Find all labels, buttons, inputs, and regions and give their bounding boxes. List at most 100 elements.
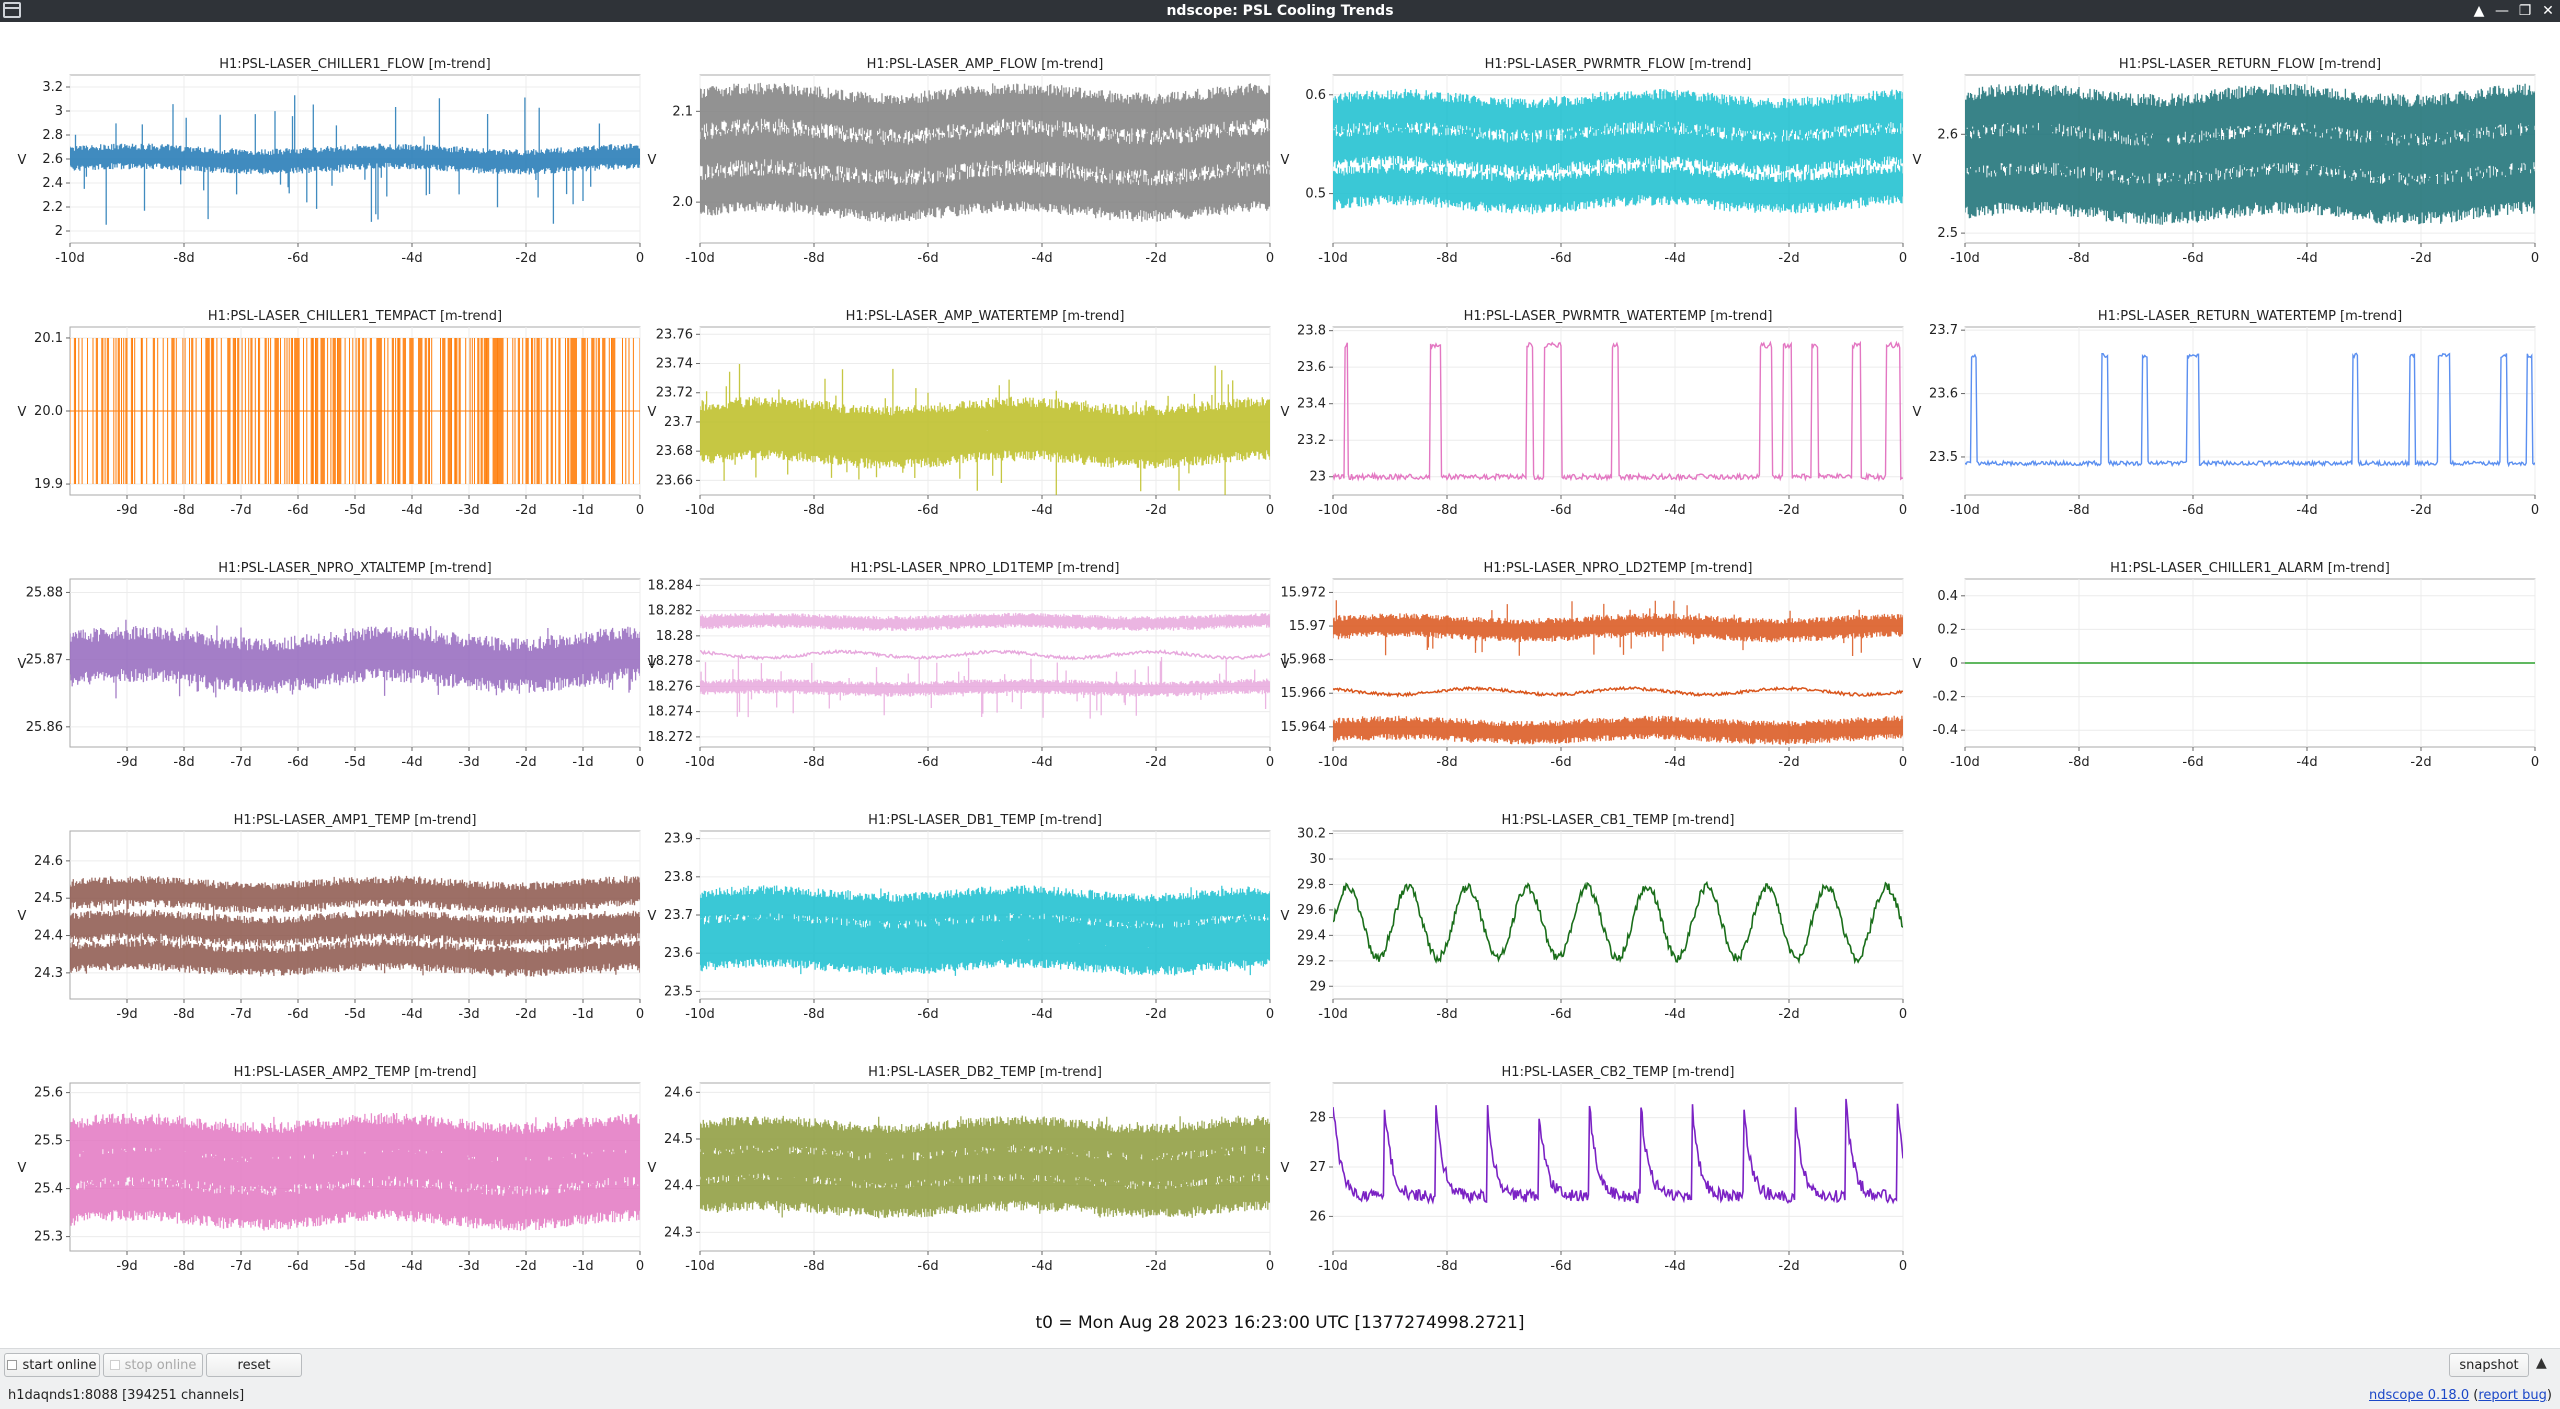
- y-tick-label: 25.3: [34, 1230, 63, 1245]
- x-tick-label: -8d: [803, 1259, 824, 1274]
- y-tick-label: 15.972: [1281, 585, 1327, 600]
- x-tick-label: -6d: [917, 1259, 938, 1274]
- y-tick-label: 23.5: [664, 984, 693, 999]
- status-bar: h1daqnds1:8088 [394251 channels] ndscope…: [0, 1380, 2560, 1409]
- plot-panel: H1:PSL-LASER_AMP_FLOW [m-trend] 2.1 2.0 -10…: [648, 57, 1275, 266]
- y-tick-label: 23.7: [664, 908, 693, 923]
- series-group: [1333, 340, 1903, 482]
- plot-panel: H1:PSL-LASER_CB2_TEMP [m-trend] 28 27 26 -10…: [1281, 1065, 1908, 1274]
- series-group: [1965, 352, 2535, 468]
- plot-title: H1:PSL-LASER_CHILLER1_ALARM [m-trend]: [2110, 561, 2390, 576]
- start-online-button[interactable]: start online: [4, 1353, 100, 1377]
- window-titlebar: ndscope: PSL Cooling Trends ▲ — ❐ ✕: [0, 0, 2560, 22]
- x-tick-label: -6d: [287, 251, 308, 266]
- x-tick-label: -2d: [1145, 1259, 1166, 1274]
- x-tick-label: -10d: [1318, 1259, 1348, 1274]
- app-window-icon: [3, 2, 21, 18]
- x-tick-label: -10d: [1318, 251, 1348, 266]
- x-tick-label: -2d: [515, 503, 536, 518]
- stop-online-button[interactable]: stop online: [103, 1353, 203, 1377]
- y-tick-label: 19.9: [34, 477, 63, 492]
- x-tick-label: -10d: [1318, 1007, 1348, 1022]
- y-tick-label: 23.74: [656, 357, 693, 372]
- y-tick-label: 15.964: [1281, 720, 1327, 735]
- reset-button[interactable]: reset: [206, 1353, 302, 1377]
- start-online-checkbox-icon: [7, 1360, 18, 1370]
- x-tick-label: -1d: [572, 1007, 593, 1022]
- version-link[interactable]: ndscope 0.18.0: [2369, 1388, 2470, 1403]
- report-bug-link[interactable]: report bug: [2478, 1388, 2547, 1403]
- y-axis-label: V: [1281, 405, 1290, 420]
- x-tick-label: -4d: [1031, 503, 1052, 518]
- y-axis-label: V: [1913, 405, 1922, 420]
- plot-panel: H1:PSL-LASER_RETURN_WATERTEMP [m-trend] 2…: [1913, 309, 2540, 518]
- x-tick-label: 0: [1899, 503, 1907, 518]
- plot-panel: H1:PSL-LASER_CHILLER1_FLOW [m-trend] 3.2 3…: [18, 57, 645, 266]
- x-tick-label: -8d: [1436, 251, 1457, 266]
- y-tick-label: 29: [1309, 979, 1326, 994]
- x-tick-label: -8d: [2068, 251, 2089, 266]
- y-tick-label: 18.276: [648, 679, 694, 694]
- expand-up-icon[interactable]: ▲: [2536, 1355, 2547, 1371]
- y-tick-label: 23.8: [1297, 324, 1326, 339]
- y-tick-label: 18.272: [648, 730, 694, 745]
- y-tick-label: 2.8: [42, 128, 63, 143]
- x-tick-label: -6d: [1550, 755, 1571, 770]
- x-tick-label: -2d: [1145, 251, 1166, 266]
- x-tick-label: -6d: [287, 1007, 308, 1022]
- series-line: [1333, 715, 1903, 745]
- stop-online-checkbox-icon: [109, 1360, 120, 1370]
- plot-frame: [1332, 830, 1904, 1000]
- x-tick-label: -8d: [803, 1007, 824, 1022]
- plot-title: H1:PSL-LASER_PWRMTR_WATERTEMP [m-trend]: [1464, 309, 1773, 324]
- x-tick-label: -10d: [685, 755, 715, 770]
- plot-title: H1:PSL-LASER_CHILLER1_TEMPACT [m-trend]: [208, 309, 502, 324]
- x-tick-label: -10d: [685, 1007, 715, 1022]
- maximize-icon[interactable]: ❐: [2518, 3, 2532, 19]
- start-online-label: start online: [22, 1357, 97, 1373]
- y-tick-label: 18.282: [648, 604, 694, 619]
- close-icon[interactable]: ✕: [2542, 3, 2554, 19]
- y-tick-label: 23.5: [1929, 450, 1958, 465]
- y-tick-label: 15.968: [1281, 653, 1327, 668]
- y-tick-label: 24.5: [664, 1132, 693, 1147]
- x-tick-label: -8d: [2068, 755, 2089, 770]
- x-tick-label: 0: [1266, 1007, 1274, 1022]
- plot-title: H1:PSL-LASER_RETURN_FLOW [m-trend]: [2119, 57, 2381, 72]
- x-tick-label: -10d: [1318, 755, 1348, 770]
- keep-above-icon[interactable]: ▲: [2473, 3, 2485, 19]
- series-line: [1333, 880, 1903, 965]
- plot-title: H1:PSL-LASER_AMP_FLOW [m-trend]: [867, 57, 1104, 72]
- x-tick-label: -8d: [1436, 503, 1457, 518]
- series-group: [70, 338, 640, 484]
- y-tick-label: 2.6: [1937, 127, 1958, 142]
- x-tick-label: 0: [636, 755, 644, 770]
- plot-title: H1:PSL-LASER_AMP_WATERTEMP [m-trend]: [846, 309, 1125, 324]
- series-group: [700, 364, 1270, 495]
- series-group: [700, 885, 1270, 976]
- x-tick-label: -9d: [116, 1007, 137, 1022]
- y-axis-label: V: [1281, 1161, 1290, 1176]
- snapshot-button[interactable]: snapshot: [2449, 1353, 2529, 1377]
- x-tick-label: -6d: [1550, 1259, 1571, 1274]
- y-axis-label: V: [648, 909, 657, 924]
- y-tick-label: -0.2: [1933, 690, 1958, 705]
- plot-frame: [699, 578, 1271, 748]
- x-tick-label: -6d: [917, 1007, 938, 1022]
- series-group: [1333, 600, 1903, 745]
- x-tick-label: -8d: [803, 755, 824, 770]
- series-line: [1965, 352, 2535, 468]
- series-line: [700, 648, 1270, 661]
- y-tick-label: 0.2: [1937, 622, 1958, 637]
- x-tick-label: -5d: [344, 755, 365, 770]
- x-tick-label: -4d: [401, 1007, 422, 1022]
- plot-panel: H1:PSL-LASER_CB1_TEMP [m-trend] 30.2 30 29.…: [1281, 813, 1908, 1022]
- minimize-icon[interactable]: —: [2495, 3, 2509, 19]
- series-line: [700, 612, 1270, 631]
- y-tick-label: 2.2: [42, 200, 63, 215]
- x-tick-label: -4d: [1664, 251, 1685, 266]
- series-line: [1333, 600, 1903, 656]
- x-tick-label: -4d: [2296, 503, 2317, 518]
- x-tick-label: -6d: [287, 755, 308, 770]
- plot-title: H1:PSL-LASER_DB1_TEMP [m-trend]: [868, 813, 1102, 828]
